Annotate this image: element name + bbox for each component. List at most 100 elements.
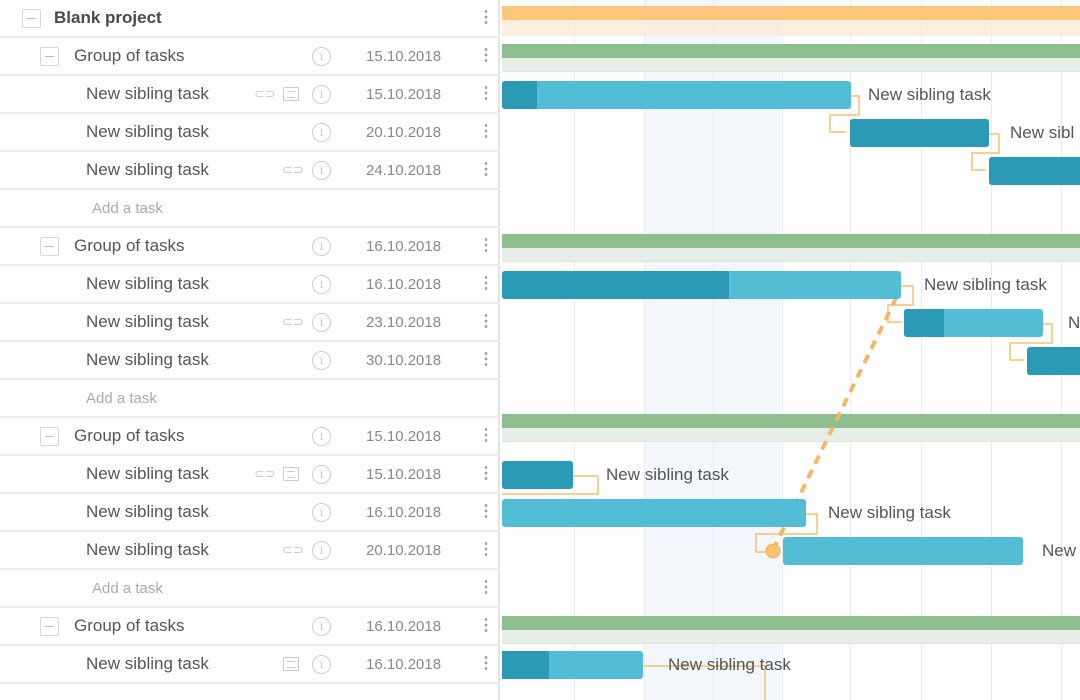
project-row[interactable]: Blank project ⋮ (0, 0, 500, 38)
vertical-dots-icon[interactable]: ⋮ (478, 85, 494, 102)
info-circle-icon[interactable]: i (312, 160, 331, 180)
task-name[interactable]: New sibling task (86, 654, 209, 673)
add-task-row[interactable]: Add a task (0, 190, 500, 228)
vertical-dots-icon[interactable]: ⋮ (478, 465, 494, 482)
task-row[interactable]: New sibling task i 16.10.2018 ⋮ (0, 494, 500, 532)
vertical-dots-icon[interactable]: ⋮ (478, 427, 494, 444)
task-row[interactable]: New sibling task i 30.10.2018 ⋮ (0, 342, 500, 380)
paperclip-icon[interactable]: ⊂⊃ (254, 86, 276, 101)
add-task-link[interactable]: Add a task (92, 199, 163, 217)
minus-square-icon[interactable] (40, 236, 59, 256)
vertical-dots-icon[interactable]: ⋮ (478, 655, 494, 672)
comment-icon[interactable] (283, 467, 299, 481)
minus-square-icon[interactable] (40, 426, 59, 446)
task-name[interactable]: New sibling task (86, 350, 209, 369)
task-bar[interactable] (502, 461, 573, 489)
task-row[interactable]: New sibling task ⊂⊃ i 24.10.2018 ⋮ (0, 152, 500, 190)
paperclip-icon[interactable]: ⊂⊃ (282, 314, 304, 329)
info-circle-icon[interactable]: i (312, 616, 331, 636)
info-circle-icon[interactable]: i (312, 350, 331, 370)
link-handle[interactable] (765, 543, 781, 559)
task-name[interactable]: New sibling task (86, 122, 209, 141)
info-circle-icon[interactable]: i (312, 426, 331, 446)
group-bar[interactable] (502, 44, 1080, 58)
add-task-row[interactable]: Add a task (0, 380, 500, 418)
task-bar[interactable] (783, 537, 1023, 565)
vertical-dots-icon[interactable]: ⋮ (478, 351, 494, 368)
group-row[interactable]: Group of tasks i 15.10.2018 ⋮ (0, 38, 500, 76)
comment-icon[interactable] (283, 87, 299, 101)
vertical-dots-icon[interactable]: ⋮ (478, 123, 494, 140)
vertical-dots-icon[interactable]: ⋮ (478, 9, 494, 26)
add-task-link[interactable]: Add a task (86, 389, 157, 407)
task-row[interactable]: New sibling task i 20.10.2018 ⋮ (0, 114, 500, 152)
task-row[interactable]: New sibling task ⊂⊃ i 20.10.2018 ⋮ (0, 532, 500, 570)
add-task-link[interactable]: Add a task (92, 579, 163, 597)
vertical-dots-icon[interactable]: ⋮ (478, 313, 494, 330)
task-bar[interactable] (904, 309, 1043, 337)
task-name[interactable]: New sibling task (86, 502, 209, 521)
paperclip-icon[interactable]: ⊂⊃ (254, 466, 276, 481)
paperclip-icon[interactable]: ⊂⊃ (282, 162, 304, 177)
vertical-dots-icon[interactable]: ⋮ (478, 47, 494, 64)
info-circle-icon[interactable]: i (312, 540, 331, 560)
group-bar[interactable] (502, 234, 1080, 248)
vertical-dots-icon[interactable]: ⋮ (478, 503, 494, 520)
task-name[interactable]: New sibling task (86, 160, 209, 179)
task-progress[interactable] (850, 119, 989, 147)
task-row[interactable]: New sibling task ⊂⊃ i 15.10.2018 ⋮ (0, 456, 500, 494)
task-row[interactable]: New sibling task ⊂⊃ i 23.10.2018 ⋮ (0, 304, 500, 342)
info-circle-icon[interactable]: i (312, 46, 331, 66)
group-bar[interactable] (502, 414, 1080, 428)
task-row[interactable]: New sibling task i 16.10.2018 ⋮ (0, 646, 500, 684)
task-name[interactable]: New sibling task (86, 464, 209, 483)
vertical-dots-icon[interactable]: ⋮ (478, 617, 494, 634)
task-bar[interactable] (989, 157, 1080, 185)
task-progress[interactable] (502, 81, 537, 109)
minus-square-icon[interactable] (40, 616, 59, 636)
vertical-dots-icon[interactable]: ⋮ (478, 237, 494, 254)
task-progress[interactable] (502, 651, 549, 679)
paperclip-icon[interactable]: ⊂⊃ (282, 542, 304, 557)
group-row[interactable]: Group of tasks i 15.10.2018 ⋮ (0, 418, 500, 456)
task-row[interactable]: New sibling task ⊂⊃ i 15.10.2018 ⋮ (0, 76, 500, 114)
task-bar[interactable] (502, 271, 901, 299)
vertical-dots-icon[interactable]: ⋮ (478, 579, 494, 596)
minus-square-icon[interactable] (22, 8, 41, 28)
add-task-row[interactable]: Add a task ⋮ (0, 570, 500, 608)
task-bar[interactable] (502, 499, 806, 527)
group-bar[interactable] (502, 616, 1080, 630)
minus-square-icon[interactable] (40, 46, 59, 66)
task-name[interactable]: New sibling task (86, 274, 209, 293)
info-circle-icon[interactable]: i (312, 122, 331, 142)
task-progress[interactable] (1027, 347, 1080, 375)
task-bar[interactable] (1027, 347, 1080, 375)
group-row[interactable]: Group of tasks i 16.10.2018 ⋮ (0, 228, 500, 266)
task-progress[interactable] (502, 271, 730, 299)
task-row[interactable]: New sibling task i 16.10.2018 ⋮ (0, 266, 500, 304)
info-circle-icon[interactable]: i (312, 464, 331, 484)
info-circle-icon[interactable]: i (312, 502, 331, 522)
task-name[interactable]: New sibling task (86, 540, 209, 559)
task-progress[interactable] (502, 461, 573, 489)
task-progress[interactable] (904, 309, 945, 337)
vertical-dots-icon[interactable]: ⋮ (478, 541, 494, 558)
task-bar-label: New sibling task (668, 655, 791, 674)
group-name: Group of tasks (74, 236, 185, 255)
info-circle-icon[interactable]: i (312, 274, 331, 294)
vertical-dots-icon[interactable]: ⋮ (478, 275, 494, 292)
group-row[interactable]: Group of tasks i 16.10.2018 ⋮ (0, 608, 500, 646)
info-circle-icon[interactable]: i (312, 236, 331, 256)
task-name[interactable]: New sibling task (86, 84, 209, 103)
vertical-dots-icon[interactable]: ⋮ (478, 161, 494, 178)
task-name[interactable]: New sibling task (86, 312, 209, 331)
task-progress[interactable] (989, 157, 1080, 185)
info-circle-icon[interactable]: i (312, 312, 331, 332)
task-bar[interactable] (502, 81, 851, 109)
project-bar[interactable] (502, 6, 1080, 20)
task-bar[interactable] (502, 651, 643, 679)
info-circle-icon[interactable]: i (312, 654, 331, 674)
task-bar[interactable] (850, 119, 989, 147)
info-circle-icon[interactable]: i (312, 84, 331, 104)
comment-icon[interactable] (283, 657, 299, 671)
